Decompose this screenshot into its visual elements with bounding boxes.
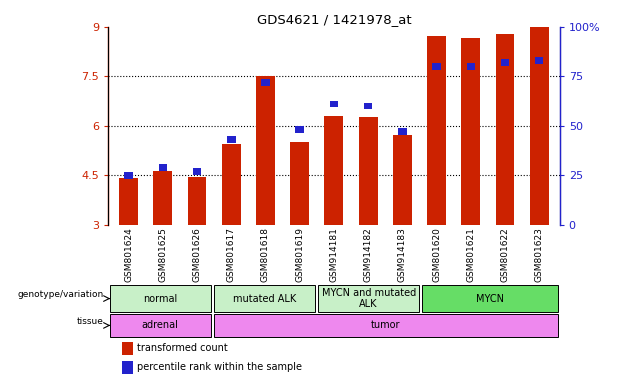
Text: tissue: tissue	[77, 317, 104, 326]
Text: adrenal: adrenal	[142, 320, 179, 331]
Bar	[227, 136, 235, 143]
FancyBboxPatch shape	[214, 285, 315, 312]
Text: normal: normal	[143, 293, 177, 304]
Bar	[324, 116, 343, 225]
FancyBboxPatch shape	[318, 285, 419, 312]
Text: mutated ALK: mutated ALK	[233, 293, 296, 304]
Text: tumor: tumor	[371, 320, 401, 331]
Bar	[119, 179, 138, 225]
FancyBboxPatch shape	[110, 285, 211, 312]
Bar	[329, 101, 338, 108]
Bar	[495, 34, 515, 225]
Text: genotype/variation: genotype/variation	[17, 290, 104, 299]
FancyBboxPatch shape	[214, 314, 558, 337]
Bar	[427, 36, 446, 225]
Bar	[256, 76, 275, 225]
Bar	[461, 38, 480, 225]
Bar	[359, 116, 378, 225]
Bar	[364, 103, 372, 109]
Text: percentile rank within the sample: percentile rank within the sample	[137, 362, 303, 372]
FancyBboxPatch shape	[110, 314, 211, 337]
Text: transformed count: transformed count	[137, 343, 228, 353]
Bar	[121, 342, 133, 355]
FancyBboxPatch shape	[422, 285, 558, 312]
Bar	[393, 135, 411, 225]
Bar	[296, 126, 304, 133]
Bar	[290, 142, 309, 225]
Bar	[261, 79, 270, 86]
Bar	[188, 177, 207, 225]
Text: MYCN: MYCN	[476, 293, 504, 304]
Bar	[466, 63, 475, 70]
Bar	[501, 59, 509, 66]
Title: GDS4621 / 1421978_at: GDS4621 / 1421978_at	[256, 13, 411, 26]
Bar	[125, 172, 133, 179]
Bar	[398, 128, 406, 135]
Bar	[535, 57, 543, 64]
Text: MYCN and mutated
ALK: MYCN and mutated ALK	[322, 288, 416, 310]
Bar	[193, 168, 202, 175]
Bar	[222, 144, 240, 225]
Bar	[121, 361, 133, 374]
Bar	[530, 27, 549, 225]
Bar	[432, 63, 441, 70]
Bar	[158, 164, 167, 171]
Bar	[153, 171, 172, 225]
